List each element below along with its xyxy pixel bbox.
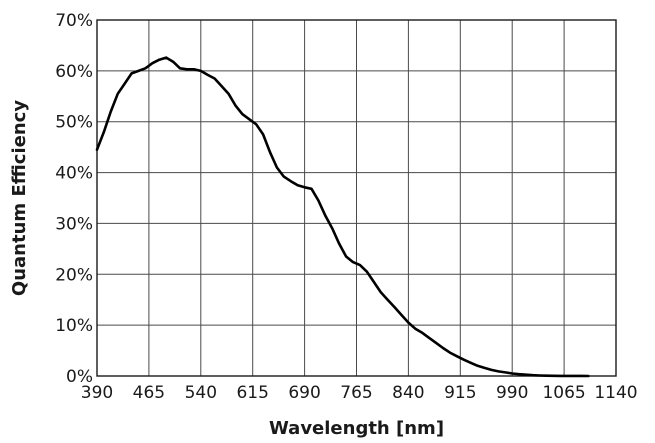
curve-layer bbox=[95, 56, 590, 378]
y-tick-label: 40% bbox=[55, 164, 93, 184]
y-tick-label: 20% bbox=[55, 265, 93, 285]
x-tick-label: 1140 bbox=[594, 383, 637, 403]
x-tick-label: 615 bbox=[236, 383, 268, 403]
grid-lines bbox=[97, 20, 616, 376]
x-tick-label: 915 bbox=[444, 383, 476, 403]
y-tick-label: 30% bbox=[55, 214, 93, 234]
quantum-efficiency-curve bbox=[95, 56, 590, 378]
x-tick-label: 465 bbox=[133, 383, 165, 403]
y-axis-title: Quantum Efficiency bbox=[9, 100, 30, 296]
y-tick-label: 50% bbox=[55, 113, 93, 133]
x-tick-label: 840 bbox=[392, 383, 424, 403]
y-tick-label: 10% bbox=[55, 316, 93, 336]
x-tick-label: 690 bbox=[288, 383, 320, 403]
x-tick-label: 990 bbox=[496, 383, 528, 403]
x-tick-labels: 390 465 540 615 690 765 840 915 990 1065 1140 bbox=[81, 383, 638, 403]
x-tick-label: 765 bbox=[340, 383, 372, 403]
x-axis-title: Wavelength [nm] bbox=[269, 418, 444, 439]
y-tick-label: 70% bbox=[55, 11, 93, 31]
y-tick-label: 0% bbox=[66, 367, 93, 387]
plot-frame bbox=[96, 19, 617, 377]
x-tick-label: 540 bbox=[185, 383, 217, 403]
y-tick-label: 60% bbox=[55, 62, 93, 82]
y-tick-labels: 0% 10% 20% 30% 40% 50% 60% 70% bbox=[55, 11, 93, 387]
x-tick-label: 390 bbox=[81, 383, 113, 403]
x-tick-label: 1065 bbox=[542, 383, 585, 403]
